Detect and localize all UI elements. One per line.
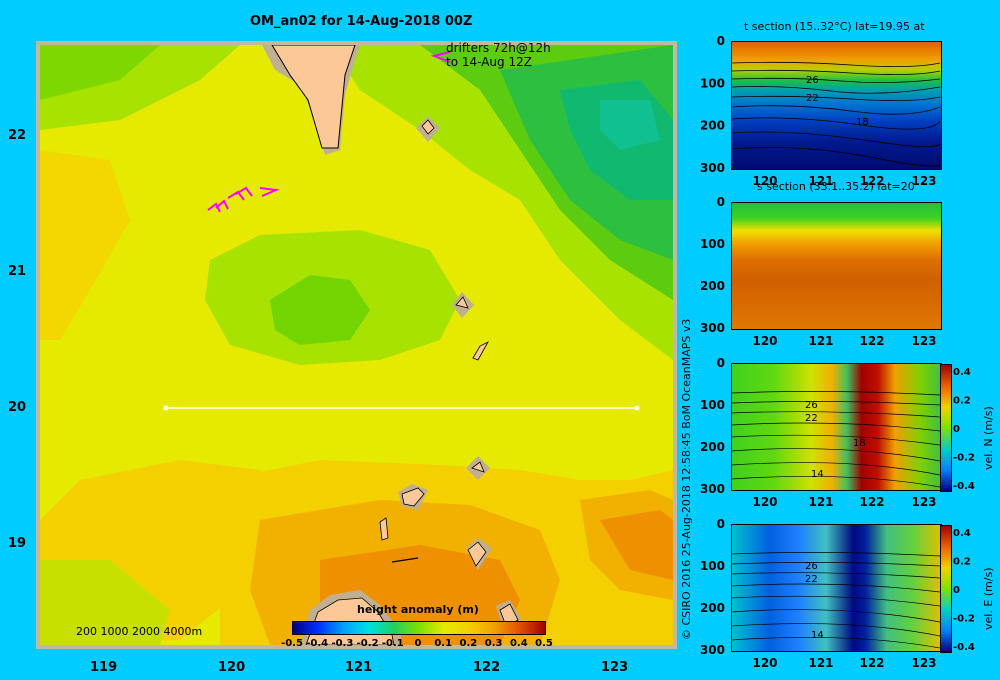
panel-x-tick: 120	[752, 174, 777, 188]
panel-y-tick: 200	[700, 119, 725, 133]
colorbar-title: height anomaly (m)	[357, 603, 479, 616]
colorbar-tick-label: 0.3	[485, 638, 503, 649]
y-tick: 22	[8, 128, 27, 143]
panel-y-tick: 0	[717, 195, 725, 209]
contour-label: 22	[805, 574, 818, 585]
panel-y-tick: 200	[700, 601, 725, 615]
panel-y-tick: 300	[700, 482, 725, 496]
vel-colorbar-tick: 0.2	[953, 557, 971, 568]
panel-x-tick: 123	[911, 174, 936, 188]
vel-colorbar-tick: -0.4	[953, 481, 975, 492]
vel-n-colorbar	[940, 364, 952, 492]
drifter-label-1: drifters 72h@12h	[446, 41, 551, 55]
panel-y-tick: 0	[717, 356, 725, 370]
contour-label: 14	[811, 630, 824, 641]
colorbar-tick-label: -0.1	[382, 638, 404, 649]
panel-x-tick: 121	[808, 495, 833, 509]
main-map-title: OM_an02 for 14-Aug-2018 00Z	[250, 14, 473, 29]
panel-y-tick: 300	[700, 643, 725, 657]
vel-colorbar-tick: 0.4	[953, 367, 971, 378]
colorbar-tick-label: 0	[415, 638, 422, 649]
panel-y-tick: 0	[717, 517, 725, 531]
panel-x-tick: 122	[859, 334, 884, 348]
drifter-label-2: to 14-Aug 12Z	[446, 55, 532, 69]
t-section-title: t section (15..32°C) lat=19.95 at	[744, 20, 925, 33]
panel-x-tick: 121	[808, 174, 833, 188]
panel-x-tick: 123	[911, 656, 936, 670]
contour-label: 18	[853, 438, 866, 449]
vel-e-colorbar	[940, 525, 952, 653]
x-tick: 122	[473, 660, 501, 675]
panel-x-tick: 121	[808, 656, 833, 670]
x-tick: 120	[218, 660, 246, 675]
panel-x-tick: 123	[911, 495, 936, 509]
vel-colorbar-tick: -0.4	[953, 642, 975, 653]
panel-x-tick: 121	[808, 334, 833, 348]
vel-colorbar-tick: 0	[953, 424, 960, 435]
contour-label: 22	[806, 93, 819, 104]
panel-y-tick: 300	[700, 321, 725, 335]
vel-colorbar-tick: 0.4	[953, 528, 971, 539]
colorbar-tick-label: 0.1	[434, 638, 452, 649]
vel-colorbar-tick: -0.2	[953, 614, 975, 625]
x-tick: 121	[345, 660, 373, 675]
contour-label: 26	[805, 561, 818, 572]
panel-y-tick: 0	[717, 34, 725, 48]
panel-y-tick: 200	[700, 440, 725, 454]
panel-x-tick: 120	[752, 656, 777, 670]
t-section-contours: 26 22 18	[731, 61, 940, 167]
contour-label: 26	[805, 400, 818, 411]
panel-y-tick: 200	[700, 279, 725, 293]
vel-e-contours: 26 22 14	[731, 552, 940, 649]
colorbar-tick-label: 0.4	[510, 638, 528, 649]
drifter-tracks	[207, 51, 451, 213]
contour-label: 14	[811, 469, 824, 480]
vel-n-contours: 26 22 18 14	[731, 391, 940, 488]
vel-colorbar-tick: 0.2	[953, 396, 971, 407]
panel-y-tick: 100	[700, 76, 725, 90]
colorbar-tick-label: 0.2	[460, 638, 478, 649]
y-tick: 21	[8, 264, 27, 279]
height-anomaly-colorbar	[292, 621, 546, 635]
colorbar-tick-label: 0.5	[535, 638, 553, 649]
vel-colorbar-tick: -0.2	[953, 453, 975, 464]
x-tick: 119	[90, 660, 118, 675]
colorbar-tick-label: -0.5	[281, 638, 303, 649]
contour-label: 18	[856, 117, 869, 128]
panel-x-tick: 122	[859, 656, 884, 670]
panel-x-tick: 122	[859, 495, 884, 509]
panel-x-tick: 120	[752, 334, 777, 348]
panel-y-tick: 100	[700, 398, 725, 412]
main-map	[36, 41, 677, 649]
colorbar-tick-label: -0.2	[357, 638, 379, 649]
panel-y-tick: 300	[700, 161, 725, 175]
colorbar-tick-label: -0.4	[306, 638, 328, 649]
panel-x-tick: 122	[859, 174, 884, 188]
y-tick: 19	[8, 536, 27, 551]
contour-label: 26	[806, 75, 819, 86]
x-tick: 123	[601, 660, 629, 675]
y-tick: 20	[8, 400, 27, 415]
panel-x-tick: 123	[911, 334, 936, 348]
panel-y-tick: 100	[700, 237, 725, 251]
s-section-plot	[731, 202, 942, 330]
panel-x-tick: 120	[752, 495, 777, 509]
colorbar-tick-label: -0.3	[331, 638, 353, 649]
depth-legend: 200 1000 2000 4000m	[76, 625, 203, 638]
contour-label: 22	[805, 413, 818, 424]
panel-ticks: 0 100 200 300 120 121 122 123 0 100 200 300 120 121 12…	[700, 34, 975, 670]
panel-y-tick: 100	[700, 559, 725, 573]
s-section-title: s section (33.1..35.2) lat=20	[757, 180, 915, 193]
vel-colorbar-tick: 0	[953, 585, 960, 596]
colorbar-ticks: -0.5 -0.4 -0.3 -0.2 -0.1 0 0.1 0.2 0.3 0.4 0.5	[281, 638, 553, 649]
